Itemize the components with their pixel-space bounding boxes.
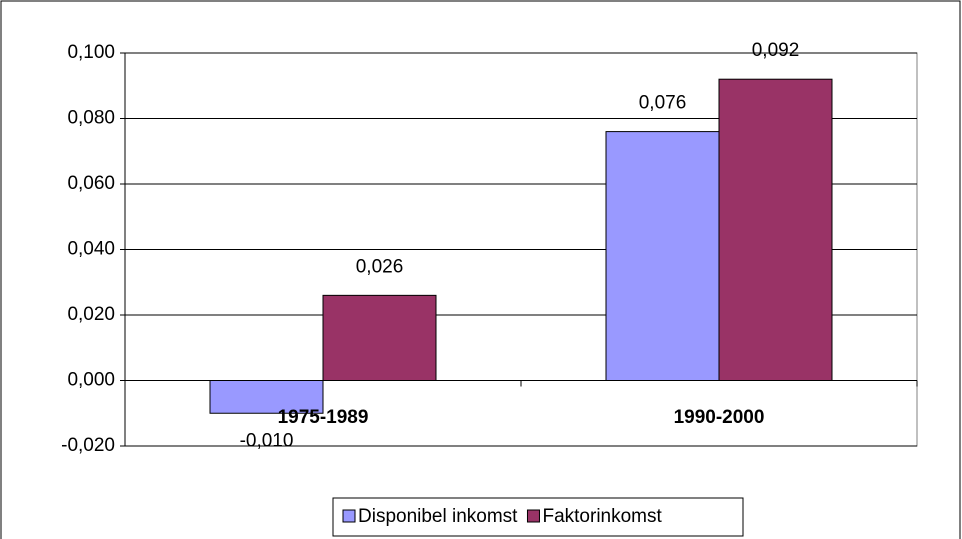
- value-label: 0,076: [639, 93, 687, 114]
- y-tick-label: -0,020: [61, 435, 115, 456]
- value-label: 0,026: [356, 256, 404, 277]
- y-tick-label: 0,060: [67, 173, 115, 194]
- value-label: 0,092: [752, 40, 800, 61]
- bar: [209, 380, 324, 414]
- y-tick-label: 0,040: [67, 239, 115, 260]
- y-tick-label: 0,000: [67, 370, 115, 391]
- bar: [718, 78, 833, 381]
- x-tick-label: 1975-1989: [278, 407, 369, 428]
- y-tick-label: 0,100: [67, 42, 115, 63]
- legend-label: Faktorinkomst: [542, 506, 662, 527]
- legend-swatch: [526, 509, 540, 523]
- legend-label: Disponibel inkomst: [358, 506, 518, 527]
- bar: [322, 294, 437, 382]
- value-label: -0,010: [240, 430, 294, 451]
- x-tick-label: 1990-2000: [674, 407, 765, 428]
- y-tick-label: 0,020: [67, 304, 115, 325]
- y-tick-label: 0,080: [67, 108, 115, 129]
- bar: [605, 131, 720, 381]
- legend-swatch: [342, 509, 356, 523]
